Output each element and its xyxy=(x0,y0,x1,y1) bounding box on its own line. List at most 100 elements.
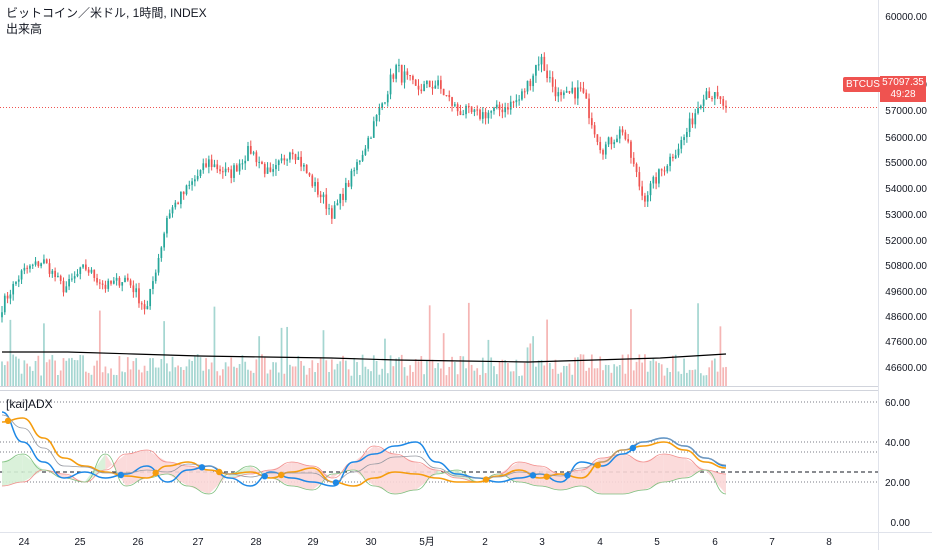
volume-bar xyxy=(51,354,54,386)
cross-marker xyxy=(629,444,637,452)
last-price-value: 57097.35 xyxy=(882,77,924,88)
candle-body xyxy=(205,163,207,167)
candle-body xyxy=(389,74,392,95)
candle-body xyxy=(495,104,498,108)
volume-bar xyxy=(277,372,280,386)
volume-bar xyxy=(96,360,98,386)
time-tick-label: 25 xyxy=(74,537,86,548)
volume-bar xyxy=(261,354,263,386)
volume-bar xyxy=(688,369,691,386)
volume-bar xyxy=(604,364,607,386)
candle-body xyxy=(297,156,300,160)
volume-bar xyxy=(610,372,613,386)
volume-bar xyxy=(118,356,121,386)
candle-body xyxy=(182,191,185,195)
candle-body xyxy=(493,107,495,112)
indicator-legend[interactable]: [kai]ADX xyxy=(6,397,53,411)
candle-body xyxy=(68,278,70,287)
candle-body xyxy=(286,159,288,161)
volume-bar xyxy=(263,357,266,386)
candle-body xyxy=(82,264,84,268)
candle-body xyxy=(448,95,451,98)
volume-bar xyxy=(126,357,129,386)
volume-bar xyxy=(132,361,135,386)
candle-body xyxy=(224,168,227,173)
volume-bar xyxy=(219,375,221,386)
candle-body xyxy=(230,169,233,178)
candle-body xyxy=(392,74,395,79)
time-tick-label: 29 xyxy=(307,537,319,548)
candle-body xyxy=(501,109,504,113)
candle-body xyxy=(618,129,621,139)
candle-body xyxy=(498,104,501,110)
volume-bar xyxy=(412,371,414,386)
candle-body xyxy=(51,270,54,274)
candle-body xyxy=(221,171,224,173)
candle-body xyxy=(353,170,356,172)
candle-body xyxy=(48,263,51,274)
candle-body xyxy=(490,111,493,113)
volume-bar xyxy=(713,358,716,386)
candle-body xyxy=(462,114,465,116)
volume-bar xyxy=(571,374,574,386)
di-band-fill xyxy=(622,454,644,494)
candle-body xyxy=(93,269,96,278)
volume-bar xyxy=(152,358,154,386)
candle-body xyxy=(574,87,576,99)
candle-body xyxy=(146,306,149,310)
candle-body xyxy=(649,183,652,196)
candle-body xyxy=(191,181,193,185)
candle-body xyxy=(185,185,188,195)
candle-body xyxy=(17,279,20,282)
volume-bar xyxy=(233,366,235,386)
candle-body xyxy=(174,202,177,208)
di-band-fill xyxy=(2,454,23,486)
candle-body xyxy=(403,71,406,83)
candle-body xyxy=(160,247,163,258)
volume-bar xyxy=(235,367,238,386)
volume-bar xyxy=(495,374,498,386)
candle-body xyxy=(512,101,515,103)
volume-bar xyxy=(616,366,618,386)
volume-bar xyxy=(697,303,699,386)
symbol-legend[interactable]: ビットコイン／米ドル, 1時間, INDEX xyxy=(6,6,207,20)
volume-bar xyxy=(386,373,389,386)
volume-bar xyxy=(84,371,87,386)
candle-body xyxy=(289,152,291,160)
volume-bar xyxy=(26,363,29,386)
candle-body xyxy=(579,87,582,89)
volume-bar xyxy=(705,375,708,386)
candle-body xyxy=(210,159,213,167)
candle-body xyxy=(515,100,518,103)
di-band-fill xyxy=(395,454,416,494)
candle-body xyxy=(426,80,428,85)
volume-bar xyxy=(655,361,657,386)
volume-bar xyxy=(180,367,182,386)
candle-body xyxy=(227,168,230,170)
candle-body xyxy=(386,94,389,103)
candle-body xyxy=(98,282,101,284)
volume-bar xyxy=(677,371,680,386)
volume-bar xyxy=(289,364,291,386)
volume-legend[interactable]: 出来高 xyxy=(6,22,43,36)
candle-body xyxy=(84,264,87,270)
volume-bar xyxy=(20,373,23,386)
time-tick-label: 2 xyxy=(482,537,488,548)
volume-bar xyxy=(451,356,453,386)
volume-bar xyxy=(420,356,423,386)
volume-bar xyxy=(336,363,339,386)
candle-body xyxy=(590,118,593,126)
volume-bar xyxy=(406,375,409,386)
volume-bar xyxy=(90,374,93,386)
volume-bar xyxy=(702,375,705,386)
candle-body xyxy=(398,64,400,66)
di-band-fill xyxy=(208,470,230,494)
candle-body xyxy=(143,304,146,310)
candle-body xyxy=(34,261,37,265)
volume-bar xyxy=(207,369,210,386)
candle-body xyxy=(319,194,322,198)
candle-body xyxy=(445,95,448,97)
volume-bar xyxy=(590,354,593,386)
